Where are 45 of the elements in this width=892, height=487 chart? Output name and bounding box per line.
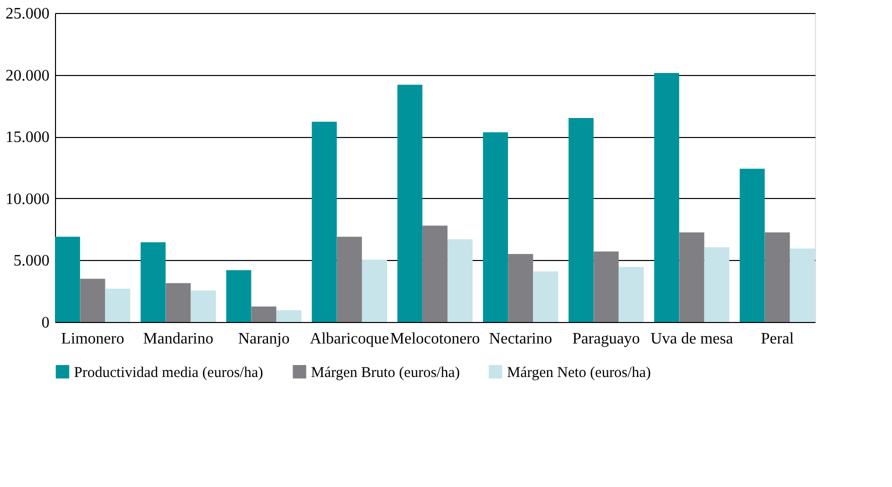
bar — [190, 290, 216, 322]
bar — [140, 242, 166, 322]
bar — [533, 271, 558, 322]
bar — [508, 254, 534, 322]
x-tick-label: Paraguayo — [572, 330, 640, 348]
bar — [790, 248, 815, 322]
bar — [80, 278, 106, 322]
bar — [448, 239, 473, 322]
bar — [594, 252, 619, 322]
y-tick-label: 15.000 — [6, 129, 50, 146]
x-tick-label: Uva de mesa — [650, 330, 734, 348]
y-tick-label: 10.000 — [6, 190, 50, 208]
bar — [251, 306, 276, 322]
bar — [704, 247, 730, 322]
bar — [276, 310, 302, 322]
y-tick-label: 20.000 — [6, 67, 50, 84]
legend-label: Márgen Neto (euros/ha) — [507, 364, 651, 381]
x-tick-label: Melocotonero — [390, 330, 480, 348]
bar — [764, 232, 790, 322]
legend-label: Productividad media (euros/ha) — [74, 364, 264, 381]
bar — [679, 232, 704, 322]
bar — [568, 118, 594, 322]
y-tick-label: 5.000 — [14, 252, 50, 270]
bar — [397, 84, 422, 322]
bar — [618, 267, 644, 322]
bar — [654, 72, 680, 322]
bar — [740, 168, 765, 322]
bar — [55, 236, 80, 322]
y-tick-label: 25.000 — [6, 6, 50, 22]
x-tick-label: Mandarino — [143, 330, 214, 348]
bar — [105, 288, 130, 322]
bar — [166, 283, 191, 322]
x-tick-label: Limonero — [61, 330, 124, 348]
bar — [422, 226, 448, 322]
x-tick-label: Naranjo — [238, 330, 290, 348]
x-tick-label: Nectarino — [489, 330, 552, 348]
bar — [312, 122, 337, 322]
bar — [482, 132, 508, 322]
legend-label: Márgen Bruto (euros/ha) — [311, 364, 460, 381]
x-tick-label: Peral — [760, 330, 794, 348]
y-tick-label: 0 — [42, 314, 50, 332]
bar — [336, 236, 362, 322]
bar — [226, 270, 252, 322]
bar — [362, 260, 388, 322]
x-tick-label: Albaricoque — [310, 330, 389, 348]
